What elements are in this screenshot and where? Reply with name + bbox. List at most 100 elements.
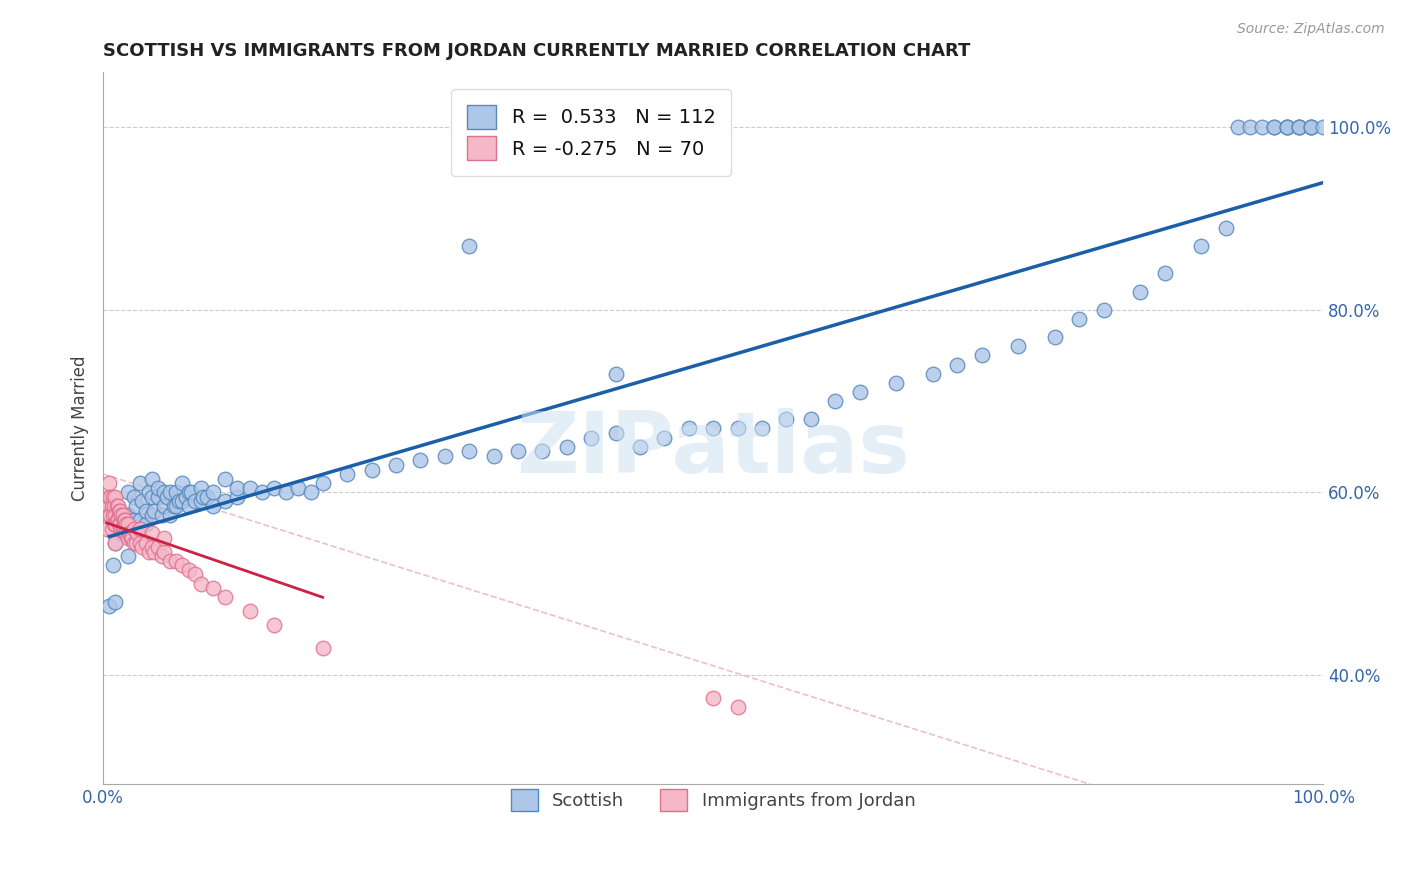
Point (312, 476, 335, 491)
Text: Source: ZipAtlas.com: Source: ZipAtlas.com (1237, 22, 1385, 37)
Point (112, 513, 135, 527)
Point (183, 567, 205, 582)
Point (195, 490, 218, 504)
Point (118, 526, 141, 541)
Point (117, 549, 139, 564)
Point (115, 517, 138, 532)
Point (702, 690, 724, 705)
Point (312, 640, 335, 655)
Point (122, 535, 145, 549)
Point (110, 508, 132, 523)
Point (1299, 120, 1322, 135)
Point (135, 503, 157, 517)
Point (727, 699, 749, 714)
Point (238, 604, 260, 618)
Point (122, 522, 145, 536)
Point (751, 421, 773, 435)
Point (118, 517, 141, 532)
Point (678, 421, 700, 435)
Point (98, 490, 121, 504)
Point (104, 535, 127, 549)
Point (226, 481, 249, 495)
Point (138, 544, 160, 558)
Point (100, 508, 122, 523)
Point (100, 522, 122, 536)
Point (1215, 220, 1237, 235)
Point (1288, 120, 1310, 135)
Point (114, 522, 136, 536)
Point (1069, 311, 1091, 326)
Point (96, 522, 118, 536)
Point (180, 485, 202, 500)
Point (1275, 120, 1298, 135)
Point (103, 517, 125, 532)
Point (131, 494, 153, 508)
Point (172, 476, 194, 491)
Point (97, 499, 120, 513)
Point (214, 472, 236, 486)
Point (111, 508, 134, 523)
Point (1275, 120, 1298, 135)
Point (238, 481, 260, 495)
Point (1299, 120, 1322, 135)
Point (104, 595, 127, 609)
Point (112, 522, 135, 536)
Point (146, 481, 169, 495)
Point (702, 421, 724, 435)
Point (115, 526, 138, 541)
Point (1263, 120, 1285, 135)
Point (153, 485, 176, 500)
Point (141, 508, 163, 523)
Point (385, 458, 408, 472)
Point (117, 517, 139, 532)
Point (108, 517, 131, 532)
Point (131, 540, 153, 554)
Point (287, 481, 309, 495)
Point (458, 444, 481, 458)
Point (107, 499, 129, 513)
Point (360, 462, 382, 476)
Point (150, 508, 173, 523)
Point (108, 517, 131, 532)
Point (122, 490, 145, 504)
Point (190, 494, 212, 508)
Point (1043, 330, 1066, 344)
Point (1129, 285, 1152, 299)
Point (299, 485, 322, 500)
Point (108, 503, 131, 517)
Point (114, 526, 136, 541)
Point (1288, 120, 1310, 135)
Point (848, 384, 870, 399)
Point (555, 440, 578, 454)
Point (128, 476, 150, 491)
Point (104, 517, 127, 532)
Point (117, 485, 139, 500)
Point (110, 526, 132, 541)
Point (104, 490, 127, 504)
Point (101, 558, 124, 573)
Point (159, 554, 181, 568)
Point (159, 485, 181, 500)
Point (100, 490, 122, 504)
Point (800, 412, 823, 426)
Point (1288, 120, 1310, 135)
Point (1226, 120, 1249, 135)
Point (276, 485, 298, 500)
Point (128, 513, 150, 527)
Point (165, 554, 187, 568)
Point (165, 485, 187, 500)
Point (103, 499, 125, 513)
Point (128, 535, 150, 549)
Point (135, 517, 157, 532)
Point (884, 376, 907, 390)
Point (125, 499, 148, 513)
Point (433, 449, 456, 463)
Point (98, 508, 121, 523)
Point (163, 499, 186, 513)
Point (117, 508, 139, 523)
Point (183, 494, 205, 508)
Point (263, 617, 285, 632)
Point (605, 367, 627, 381)
Point (143, 503, 166, 517)
Point (214, 591, 236, 605)
